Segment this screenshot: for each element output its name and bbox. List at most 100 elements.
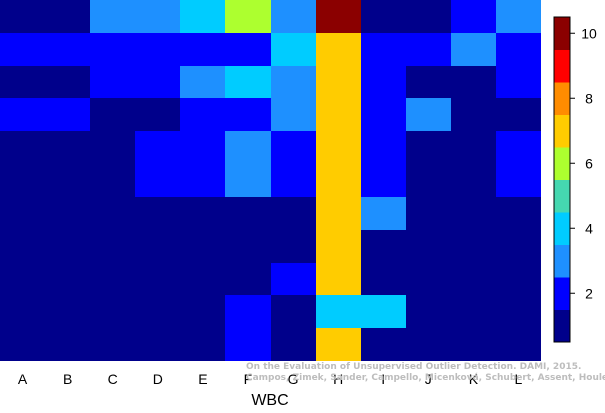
heatmap-cell (0, 295, 45, 328)
heatmap-cell (316, 131, 361, 164)
heatmap-cell (225, 66, 271, 98)
heatmap-cell (135, 295, 180, 328)
heatmap-cell (180, 164, 225, 197)
heatmap-cell (271, 66, 316, 98)
heatmap-cell (271, 164, 316, 197)
heatmap-cell (271, 33, 316, 66)
x-tick-label: B (63, 371, 72, 387)
colorbar-border (553, 16, 571, 343)
heatmap-cell (361, 328, 406, 361)
heatmap-cell (45, 197, 90, 230)
heatmap-cell (90, 131, 135, 164)
heatmap-cell (361, 66, 406, 98)
heatmap-cell (180, 328, 225, 361)
heatmap-cell (225, 328, 271, 361)
heatmap-cell (406, 98, 451, 131)
heatmap-cell (316, 295, 361, 328)
x-tick-labels: A B C D E F G H I J K L (18, 371, 523, 387)
heatmap-cell (271, 0, 316, 33)
heatmap-cell (316, 0, 361, 33)
colorbar-segment (554, 147, 570, 180)
colorbar-segment (554, 17, 570, 50)
heatmap-cell (361, 33, 406, 66)
x-tick-label: K (469, 371, 479, 387)
heatmap-cell (406, 197, 451, 230)
colorbar (553, 16, 571, 343)
heatmap-cell (496, 33, 541, 66)
heatmap-cell (406, 230, 451, 263)
heatmap-cell (135, 98, 180, 131)
heatmap-cell (0, 98, 45, 131)
heatmap-cell (406, 263, 451, 295)
heatmap-cell (271, 98, 316, 131)
heatmap-cell (451, 230, 496, 263)
heatmap-cell (451, 263, 496, 295)
heatmap-cell (135, 0, 180, 33)
colorbar-segment (554, 244, 570, 278)
x-tick-label: H (333, 371, 343, 387)
heatmap-cell (135, 230, 180, 263)
heatmap-cell (0, 66, 45, 98)
x-axis-label: WBC (251, 392, 288, 409)
x-tick-label: I (381, 371, 385, 387)
heatmap-cell (180, 66, 225, 98)
heatmap-cell (45, 33, 90, 66)
heatmap-cell (451, 98, 496, 131)
colorbar-tick-label: 8 (585, 90, 593, 106)
x-tick-label: L (515, 371, 523, 387)
heatmap-cell (406, 33, 451, 66)
heatmap-cell (90, 164, 135, 197)
heatmap-cell (496, 197, 541, 230)
heatmap-cell (180, 263, 225, 295)
heatmap-cell (451, 66, 496, 98)
heatmap-cell (496, 98, 541, 131)
heatmap-cell (45, 263, 90, 295)
heatmap-cell (496, 328, 541, 361)
x-tick-label: C (108, 371, 118, 387)
heatmap-cell (45, 98, 90, 131)
heatmap-cell (361, 98, 406, 131)
heatmap-cell (135, 164, 180, 197)
heatmap-cell (180, 197, 225, 230)
heatmap-cell (225, 230, 271, 263)
citation-line-1: On the Evaluation of Unsupervised Outlie… (246, 362, 582, 372)
colorbar-segment (554, 277, 570, 310)
heatmap-cell (135, 328, 180, 361)
heatmap-cell (361, 164, 406, 197)
heatmap-cell (90, 295, 135, 328)
heatmap-cell (451, 328, 496, 361)
heatmap-cell (0, 131, 45, 164)
heatmap-cell (135, 131, 180, 164)
heatmap-cell (0, 230, 45, 263)
heatmap-cell (0, 33, 45, 66)
heatmap-cell (496, 230, 541, 263)
heatmap-cell (225, 295, 271, 328)
x-tick-label: A (18, 371, 28, 387)
colorbar-tick-labels: 2 4 6 8 10 (570, 25, 597, 301)
x-tick-label: G (288, 371, 299, 387)
heatmap-cell (180, 230, 225, 263)
x-tick-label: D (153, 371, 163, 387)
x-tick-label: F (244, 371, 253, 387)
heatmap-cell (90, 197, 135, 230)
colorbar-tick-label: 10 (581, 25, 597, 41)
heatmap-cell (271, 295, 316, 328)
citation-line-2: Campos, Zimek, Sander, Campello, Micenko… (246, 373, 605, 383)
heatmap-cell (45, 131, 90, 164)
heatmap-cell (496, 295, 541, 328)
heatmap-cell (90, 98, 135, 131)
heatmap-cell (45, 328, 90, 361)
colorbar-segment (554, 179, 570, 213)
colorbar-segment (554, 212, 570, 245)
heatmap-cell (451, 131, 496, 164)
heatmap-cell (0, 164, 45, 197)
colorbar-segment (554, 82, 570, 115)
heatmap-cell (225, 98, 271, 131)
heatmap-cell (406, 295, 451, 328)
heatmap-cell (451, 33, 496, 66)
heatmap-cell (451, 0, 496, 33)
heatmap-cell (271, 328, 316, 361)
heatmap-cell (90, 0, 135, 33)
heatmap-cell (361, 131, 406, 164)
